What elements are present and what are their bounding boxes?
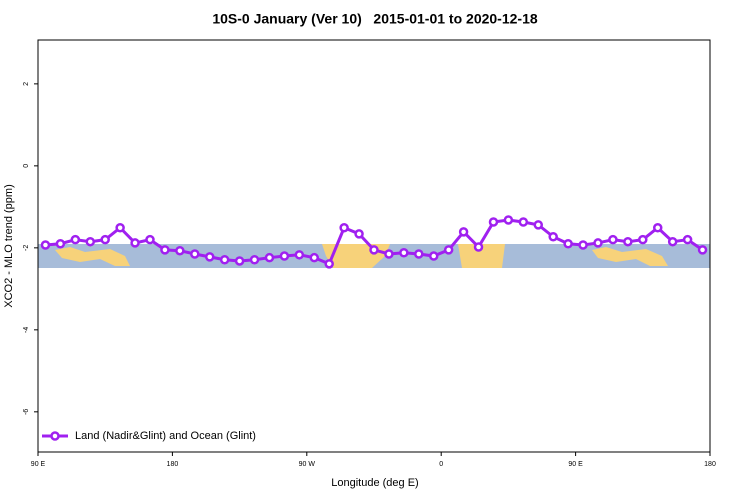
point xyxy=(697,245,708,255)
point xyxy=(667,236,678,247)
point xyxy=(204,252,215,262)
point xyxy=(369,245,379,255)
point xyxy=(608,234,618,245)
point xyxy=(190,249,200,259)
y-tick-label: 0 xyxy=(23,164,30,168)
x-tick-label: 90 E xyxy=(31,461,46,468)
point xyxy=(354,229,364,239)
point xyxy=(234,256,245,266)
point xyxy=(55,238,66,249)
x-tick-label: 180 xyxy=(704,461,716,468)
point xyxy=(638,234,648,245)
point xyxy=(324,259,334,269)
land xyxy=(458,244,505,268)
point xyxy=(578,240,588,250)
point xyxy=(503,215,514,225)
point xyxy=(458,227,469,237)
point xyxy=(548,232,558,242)
point xyxy=(219,254,230,265)
land xyxy=(592,247,668,266)
plot-frame xyxy=(37,39,711,453)
x-tick-label: 180 xyxy=(167,461,179,468)
point xyxy=(85,236,96,247)
point xyxy=(175,245,185,256)
point xyxy=(428,251,439,261)
point xyxy=(145,234,155,245)
y-axis-label: XCO2 - MLO trend (ppm) xyxy=(3,184,15,307)
point xyxy=(563,238,573,249)
point xyxy=(100,234,110,245)
point xyxy=(294,250,305,260)
land xyxy=(55,247,130,266)
y-tick-label: -6 xyxy=(23,409,30,415)
point xyxy=(264,252,275,263)
point xyxy=(384,249,394,259)
point xyxy=(682,234,693,245)
point xyxy=(339,223,349,233)
legend-swatch-point xyxy=(50,431,60,441)
point xyxy=(399,248,409,258)
point xyxy=(443,245,454,255)
point xyxy=(309,252,320,263)
point xyxy=(279,251,290,261)
point xyxy=(488,217,499,227)
x-tick-label: 90 W xyxy=(299,461,316,468)
point xyxy=(249,254,260,265)
y-tick-label: -2 xyxy=(23,245,30,251)
point xyxy=(40,240,51,250)
y-tick-label: -4 xyxy=(23,327,30,333)
x-axis-label: Longitude (deg E) xyxy=(331,477,418,489)
point xyxy=(652,223,663,233)
x-tick-label: 0 xyxy=(439,461,443,468)
legend-label: Land (Nadir&Glint) and Ocean (Glint) xyxy=(75,430,256,442)
point xyxy=(160,245,170,255)
point xyxy=(518,217,529,227)
x-tick-label: 90 E xyxy=(568,461,583,468)
chart-title: 10S-0 January (Ver 10) 2015-01-01 to 202… xyxy=(212,11,538,27)
point xyxy=(115,223,125,233)
point xyxy=(414,249,424,259)
point xyxy=(593,238,603,248)
y-tick-label: 2 xyxy=(23,82,30,86)
point xyxy=(623,236,633,247)
point xyxy=(533,220,544,230)
point xyxy=(70,234,81,245)
point xyxy=(130,238,140,248)
point xyxy=(473,242,484,252)
